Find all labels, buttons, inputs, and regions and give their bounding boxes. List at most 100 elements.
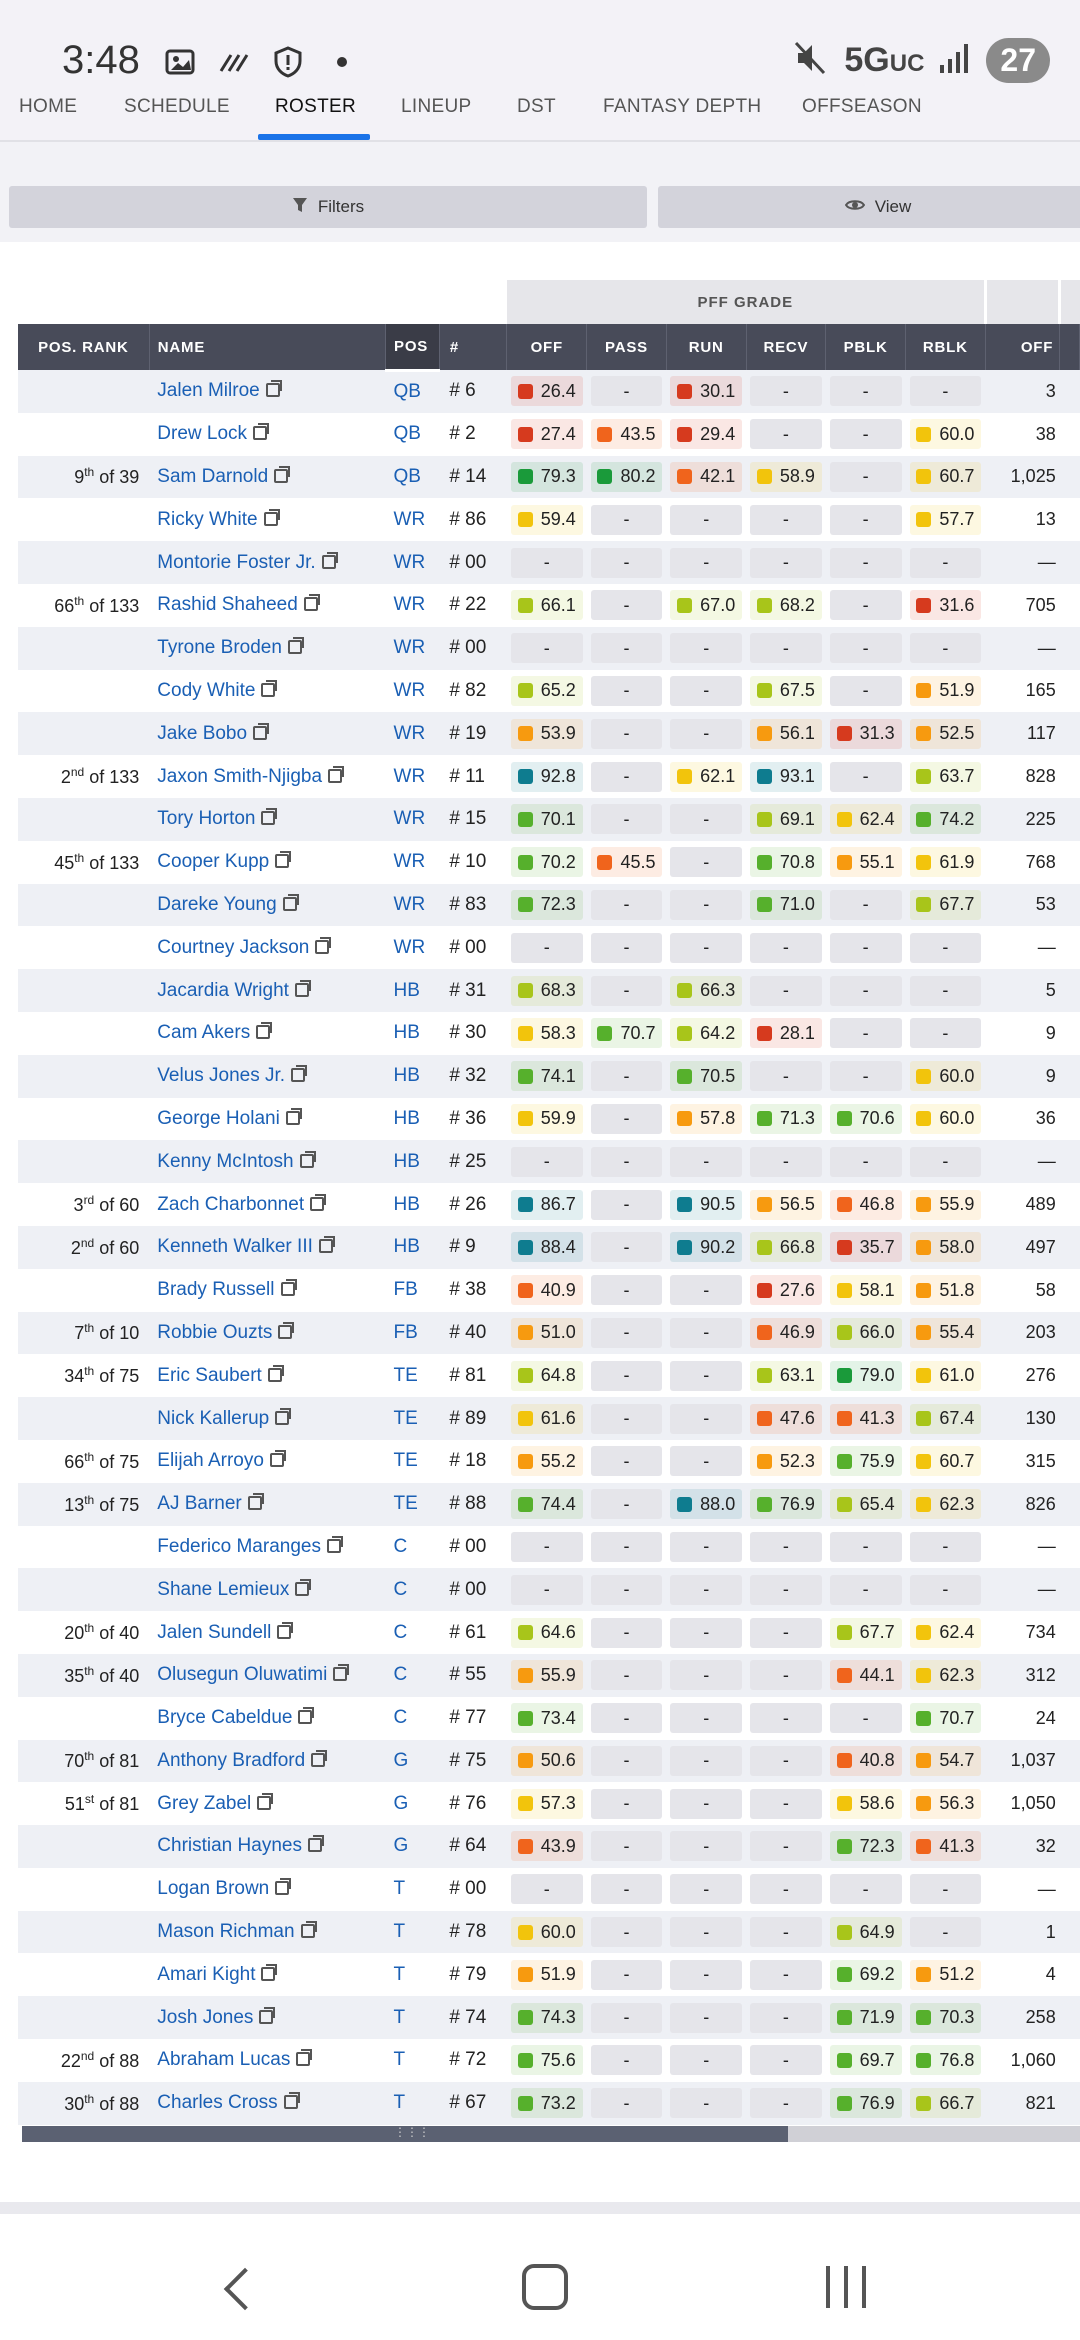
player-name-link[interactable]: Elijah Arroyo bbox=[149, 1439, 386, 1483]
player-name-link[interactable]: Sam Darnold bbox=[149, 455, 386, 499]
player-name-link[interactable]: Jacardia Wright bbox=[149, 969, 386, 1012]
home-icon[interactable] bbox=[522, 2264, 568, 2310]
table-row[interactable]: 13th of 75 AJ Barner TE # 88 74.4-88.0 76.9 65… bbox=[18, 1482, 1080, 1526]
player-name-link[interactable]: Montorie Foster Jr. bbox=[149, 541, 386, 584]
external-link-icon[interactable] bbox=[285, 1107, 302, 1125]
external-link-icon[interactable] bbox=[261, 1963, 278, 1981]
table-row[interactable]: Federico Maranges C # 00- - - - - - — bbox=[18, 1525, 1080, 1569]
col-recv-grade[interactable]: RECV bbox=[746, 324, 827, 370]
player-name-link[interactable]: Jaxon Smith-Njigba bbox=[149, 755, 386, 798]
external-link-icon[interactable] bbox=[265, 380, 282, 398]
player-name-link[interactable]: Olusegun Oluwatimi bbox=[149, 1653, 386, 1697]
table-row[interactable]: Dareke Young WR # 83 72.3- -71.0-67.7 53 bbox=[18, 883, 1080, 927]
player-name-link[interactable]: Tyrone Broden bbox=[149, 626, 386, 670]
table-row[interactable]: Cam Akers HB # 30 58.3 70.7 64.2 28.1- -9 bbox=[18, 1011, 1080, 1055]
external-link-icon[interactable] bbox=[310, 1193, 327, 1211]
table-row[interactable]: 66th of 75 Elijah Arroyo TE # 18 55.2- -52.3 7… bbox=[18, 1439, 1080, 1483]
player-name-link[interactable]: Logan Brown bbox=[149, 1867, 386, 1911]
col-off-grade[interactable]: OFF bbox=[506, 324, 588, 370]
table-row[interactable]: 7th of 10 Robbie Ouzts FB # 40 51.0- -46.9 66.… bbox=[18, 1311, 1080, 1355]
external-link-icon[interactable] bbox=[247, 1493, 264, 1511]
external-link-icon[interactable] bbox=[267, 1364, 284, 1382]
col-rblk-grade[interactable]: RBLK bbox=[905, 324, 986, 370]
table-row[interactable]: 45th of 133 Cooper Kupp WR # 10 70.2 45.5-70.… bbox=[18, 840, 1080, 884]
horizontal-scrollbar[interactable]: ⋮⋮⋮ bbox=[22, 2126, 1080, 2142]
scrollbar-thumb[interactable] bbox=[22, 2126, 788, 2142]
external-link-icon[interactable] bbox=[299, 1150, 316, 1168]
external-link-icon[interactable] bbox=[282, 893, 299, 911]
table-row[interactable]: Christian Haynes G # 64 43.9- - -72.3 41.3 32 bbox=[18, 1825, 1080, 1868]
external-link-icon[interactable] bbox=[287, 637, 304, 655]
player-name-link[interactable]: AJ Barner bbox=[149, 1482, 386, 1526]
tab-roster[interactable]: ROSTER bbox=[275, 96, 356, 117]
player-name-link[interactable]: Abraham Lucas bbox=[149, 2039, 386, 2082]
col-run-grade[interactable]: RUN bbox=[666, 324, 747, 370]
player-name-link[interactable]: Nick Kallerup bbox=[149, 1397, 386, 1440]
player-name-link[interactable]: Jalen Milroe bbox=[149, 370, 386, 413]
player-name-link[interactable]: Robbie Ouzts bbox=[149, 1311, 386, 1355]
table-row[interactable]: 9th of 39 Sam Darnold QB # 14 79.3 80.2 42.1 58… bbox=[18, 455, 1080, 499]
external-link-icon[interactable] bbox=[261, 679, 278, 697]
external-link-icon[interactable] bbox=[274, 465, 291, 483]
player-name-link[interactable]: Bryce Cabeldue bbox=[149, 1696, 386, 1740]
col-off-snaps[interactable]: OFF bbox=[985, 324, 1061, 370]
player-name-link[interactable]: George Holani bbox=[149, 1097, 386, 1141]
player-name-link[interactable]: Amari Kight bbox=[149, 1953, 386, 1997]
external-link-icon[interactable] bbox=[321, 551, 338, 569]
tab-home[interactable]: HOME bbox=[19, 96, 78, 117]
external-link-icon[interactable] bbox=[261, 808, 278, 826]
external-link-icon[interactable] bbox=[257, 1792, 274, 1810]
player-name-link[interactable]: Kenneth Walker III bbox=[149, 1225, 386, 1269]
external-link-icon[interactable] bbox=[295, 1578, 312, 1596]
table-row[interactable]: 2nd of 60 Kenneth Walker III HB # 9 88.4-90.… bbox=[18, 1225, 1080, 1269]
table-row[interactable]: Nick Kallerup TE # 89 61.6- -47.6 41.3 67.4 130 bbox=[18, 1397, 1080, 1440]
table-row[interactable]: Cody White WR # 82 65.2- -67.5-51.9 165 bbox=[18, 669, 1080, 713]
table-row[interactable]: Jake Bobo WR # 19 53.9- -56.1 31.3 52.5 117 bbox=[18, 712, 1080, 756]
player-name-link[interactable]: Shane Lemieux bbox=[149, 1568, 386, 1612]
external-link-icon[interactable] bbox=[333, 1664, 350, 1682]
table-row[interactable]: Brady Russell FB # 38 40.9- -27.6 58.1 51.8 58 bbox=[18, 1268, 1080, 1312]
player-name-link[interactable]: Velus Jones Jr. bbox=[149, 1054, 386, 1098]
external-link-icon[interactable] bbox=[275, 851, 292, 869]
table-row[interactable]: 2nd of 133 Jaxon Smith-Njigba WR # 11 92.8-6… bbox=[18, 755, 1080, 798]
player-name-link[interactable]: Rashid Shaheed bbox=[149, 583, 386, 627]
table-row[interactable]: 70th of 81 Anthony Bradford G # 75 50.6- - -40… bbox=[18, 1739, 1080, 1783]
table-row[interactable]: Tyrone Broden WR # 00- - - - - - — bbox=[18, 626, 1080, 670]
external-link-icon[interactable] bbox=[300, 1921, 317, 1939]
player-name-link[interactable]: Mason Richman bbox=[149, 1910, 386, 1954]
player-name-link[interactable]: Zach Charbonnet bbox=[149, 1183, 386, 1226]
player-name-link[interactable]: Cooper Kupp bbox=[149, 840, 386, 884]
col-pos-rank[interactable]: POS. RANK bbox=[18, 324, 150, 370]
external-link-icon[interactable] bbox=[256, 1022, 273, 1040]
table-row[interactable]: Ricky White WR # 86 59.4- - - -57.7 13 bbox=[18, 498, 1080, 542]
col-pblk-grade[interactable]: PBLK bbox=[825, 324, 906, 370]
table-row[interactable]: Jacardia Wright HB # 31 68.3-66.3- - -5 bbox=[18, 969, 1080, 1012]
player-name-link[interactable]: Jake Bobo bbox=[149, 712, 386, 756]
table-row[interactable]: 30th of 88 Charles Cross T # 67 73.2- - -76.9 6… bbox=[18, 2081, 1080, 2125]
external-link-icon[interactable] bbox=[253, 722, 270, 740]
player-name-link[interactable]: Courtney Jackson bbox=[149, 926, 386, 970]
player-name-link[interactable]: Dareke Young bbox=[149, 883, 386, 927]
tab-fantasy-depth[interactable]: FANTASY DEPTH bbox=[603, 96, 762, 117]
view-button[interactable]: View bbox=[658, 186, 1080, 228]
player-name-link[interactable]: Anthony Bradford bbox=[149, 1739, 386, 1783]
filters-button[interactable]: Filters bbox=[9, 186, 647, 228]
external-link-icon[interactable] bbox=[326, 1535, 343, 1553]
external-link-icon[interactable] bbox=[280, 1279, 297, 1297]
external-link-icon[interactable] bbox=[263, 508, 280, 526]
table-row[interactable]: 20th of 40 Jalen Sundell C # 61 64.6- - -67.7 6… bbox=[18, 1611, 1080, 1654]
table-row[interactable]: Velus Jones Jr. HB # 32 74.1-70.5- -60.0 9 bbox=[18, 1054, 1080, 1098]
tab-dst[interactable]: DST bbox=[517, 96, 556, 117]
table-row[interactable]: Courtney Jackson WR # 00- - - - - - — bbox=[18, 926, 1080, 970]
external-link-icon[interactable] bbox=[311, 1749, 328, 1767]
player-name-link[interactable]: Charles Cross bbox=[149, 2081, 386, 2125]
back-icon[interactable] bbox=[223, 2267, 267, 2311]
table-row[interactable]: Jalen Milroe QB # 6 26.4-30.1- - -3 bbox=[18, 370, 1080, 413]
table-row[interactable]: 66th of 133 Rashid Shaheed WR # 22 66.1-67.0… bbox=[18, 583, 1080, 627]
external-link-icon[interactable] bbox=[253, 423, 270, 441]
external-link-icon[interactable] bbox=[318, 1236, 335, 1254]
external-link-icon[interactable] bbox=[275, 1878, 292, 1896]
player-name-link[interactable]: Cam Akers bbox=[149, 1011, 386, 1055]
table-row[interactable]: Montorie Foster Jr. WR # 00- - - - - - — bbox=[18, 541, 1080, 584]
col-pos[interactable]: POS bbox=[385, 324, 440, 372]
